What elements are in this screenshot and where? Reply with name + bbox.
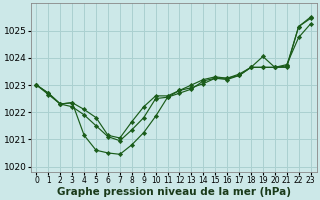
X-axis label: Graphe pression niveau de la mer (hPa): Graphe pression niveau de la mer (hPa) [57,187,291,197]
